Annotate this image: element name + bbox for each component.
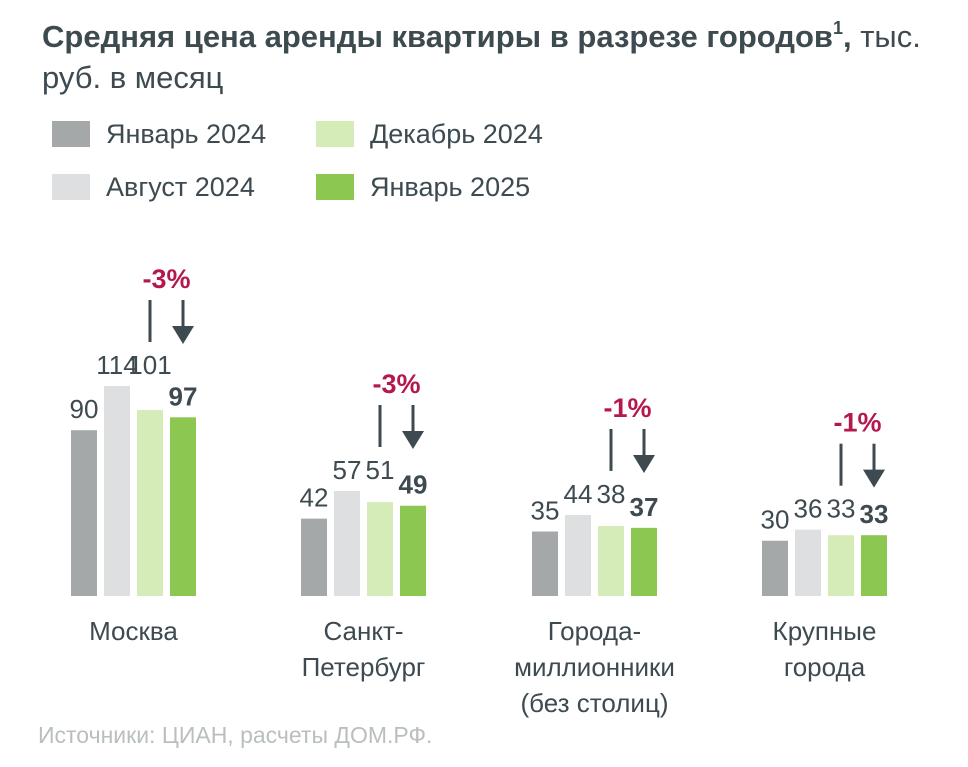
bar-dec-2024-0 [137, 409, 163, 596]
category-label-2-line-0: Города- [548, 616, 641, 646]
value-label-jan-2025-2: 37 [630, 492, 659, 522]
bar-jan-2025-0 [170, 417, 196, 596]
value-label-jan-2025-3: 33 [860, 499, 889, 529]
bar-aug-2024-3 [795, 529, 821, 596]
bar-jan-2025-2 [631, 527, 657, 596]
chart-title: Средняя цена аренды квартиры в разрезе г… [42, 16, 942, 98]
value-label-aug-2024-3: 36 [794, 494, 823, 524]
change-label-1: -3% [372, 369, 420, 399]
bar-jan-2024-3 [762, 540, 788, 596]
bar-jan-2024-0 [71, 430, 97, 596]
legend-swatch-aug-2024 [52, 174, 90, 200]
change-arrow-head-3 [863, 469, 885, 488]
category-label-2-line-2: (без столиц) [520, 688, 668, 718]
value-label-dec-2024-3: 33 [827, 494, 856, 524]
title-main: Средняя цена аренды квартиры в разрезе г… [42, 19, 833, 54]
legend-item-jan-2024: Январь 2024 [52, 119, 266, 149]
bar-dec-2024-3 [828, 535, 854, 596]
value-label-dec-2024-0: 101 [128, 350, 171, 380]
legend-item-aug-2024: Август 2024 [52, 172, 255, 202]
change-arrow-head-1 [402, 431, 424, 449]
change-label-0: -3% [142, 264, 190, 294]
value-label-aug-2024-1: 57 [333, 455, 362, 485]
legend-label-jan-2025: Январь 2025 [370, 171, 531, 202]
title-comma: , [843, 19, 852, 54]
category-label-3-line-1: города [784, 652, 866, 682]
value-label-jan-2025-1: 49 [399, 470, 428, 500]
bar-dec-2024-1 [367, 502, 393, 596]
value-label-jan-2024-1: 42 [300, 483, 329, 513]
change-arrow-head-0 [172, 326, 194, 344]
change-arrow-head-2 [633, 454, 655, 473]
legend-item-jan-2025: Январь 2025 [316, 172, 530, 202]
title-footnote-marker: 1 [832, 17, 843, 38]
category-label-1-line-0: Санкт- [323, 616, 403, 646]
value-label-aug-2024-0: 114 [96, 350, 137, 380]
source-note: Источники: ЦИАН, расчеты ДОМ.РФ. [38, 722, 433, 748]
value-label-jan-2024-0: 90 [70, 394, 99, 424]
category-label-2-line-1: миллионники [514, 652, 675, 682]
legend-swatch-jan-2024 [52, 121, 90, 147]
bar-jan-2025-1 [400, 505, 426, 596]
legend-swatch-jan-2025 [316, 174, 354, 200]
category-label-1-line-1: Петербург [302, 652, 426, 682]
bar-dec-2024-2 [598, 526, 624, 596]
value-label-jan-2025-0: 97 [169, 381, 198, 411]
value-label-jan-2024-3: 30 [761, 505, 790, 535]
legend-swatch-dec-2024 [316, 121, 354, 147]
category-label-3-line-0: Крупные [773, 616, 877, 646]
bar-aug-2024-0 [104, 386, 130, 596]
change-label-3: -1% [833, 408, 881, 438]
legend-label-dec-2024: Декабрь 2024 [370, 118, 543, 149]
bar-jan-2025-3 [861, 535, 887, 596]
title-units: тыс. руб. в месяц [42, 19, 921, 95]
legend-item-dec-2024: Декабрь 2024 [316, 119, 543, 149]
bar-jan-2024-2 [532, 531, 558, 596]
change-label-2: -1% [603, 393, 651, 423]
value-label-aug-2024-2: 44 [564, 479, 593, 509]
bar-aug-2024-1 [334, 491, 360, 596]
bar-aug-2024-2 [565, 514, 591, 596]
legend-label-jan-2024: Январь 2024 [106, 118, 267, 149]
bar-jan-2024-1 [301, 518, 327, 596]
value-label-jan-2024-2: 35 [531, 496, 560, 526]
category-label-0-line-0: Москва [89, 616, 178, 646]
legend-label-aug-2024: Август 2024 [106, 171, 255, 202]
value-label-dec-2024-2: 38 [597, 479, 626, 509]
value-label-dec-2024-1: 51 [366, 455, 395, 485]
